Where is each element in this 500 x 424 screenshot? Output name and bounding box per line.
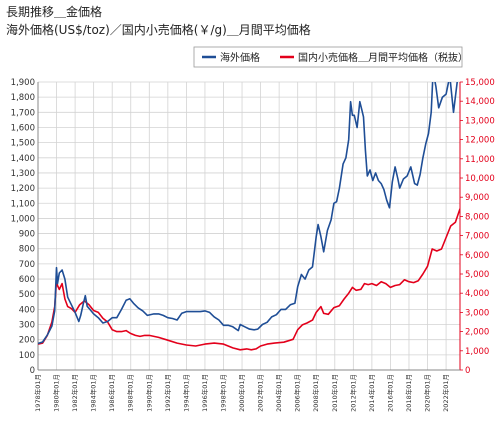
y-left-tick-label: 800: [19, 245, 35, 255]
y-right-tick-label: 7,000: [465, 232, 489, 242]
y-left-tick-label: 1,500: [11, 139, 35, 149]
page-subtitle: 海外価格(US$/toz)／国内小売価格(￥/g)＿月間平均価格: [6, 23, 311, 37]
y-left-tick-label: 1,800: [11, 93, 35, 103]
x-tick-label: 2022年01月: [441, 374, 450, 412]
x-tick-label: 1980年01月: [52, 374, 61, 412]
x-tick-label: 1986年01月: [107, 374, 116, 412]
x-tick-label: 2014年01月: [367, 374, 376, 412]
x-tick-label: 2018年01月: [404, 374, 413, 412]
y-right-tick-label: 15,000: [465, 78, 495, 88]
x-tick-label: 2006年01月: [293, 374, 302, 412]
x-tick-label: 1998年01月: [218, 374, 227, 412]
y-left-tick-label: 900: [19, 230, 35, 240]
x-tick-label: 2008年01月: [311, 374, 320, 412]
x-tick-label: 2012年01月: [348, 374, 357, 412]
y-left-tick-label: 600: [19, 275, 35, 285]
y-left-tick-label: 1,600: [11, 123, 35, 133]
y-right-tick-label: 6,000: [465, 251, 489, 261]
x-tick-label: 2016年01月: [385, 374, 394, 412]
page-title: 長期推移＿金価格: [6, 5, 103, 19]
x-tick-label: 2010年01月: [330, 374, 339, 412]
y-left-tick-label: 100: [19, 351, 35, 361]
x-tick-label: 1996年01月: [200, 374, 209, 412]
y-right-tick-label: 9,000: [465, 193, 489, 203]
x-tick-label: 2004年01月: [274, 374, 283, 412]
y-left-tick-label: 1,100: [11, 199, 35, 209]
y-right-tick-label: 0: [465, 366, 470, 376]
y-left-tick-label: 500: [19, 290, 35, 300]
legend-domestic-label: 国内小売価格＿月間平均価格（税抜）: [298, 51, 468, 64]
y-left-tick-label: 200: [19, 336, 35, 346]
y-right-tick-label: 8,000: [465, 212, 489, 222]
y-right-tick-label: 13,000: [465, 116, 495, 126]
x-tick-label: 1992年01月: [163, 374, 172, 412]
x-tick-label: 1994年01月: [181, 374, 190, 412]
y-left-tick-label: 1,400: [11, 154, 35, 164]
y-right-tick-label: 10,000: [465, 174, 495, 184]
y-left-tick-label: 1,200: [11, 184, 35, 194]
legend-overseas-label: 海外価格: [220, 51, 260, 64]
x-tick-label: 1984年01月: [89, 374, 98, 412]
y-right-tick-label: 5,000: [465, 270, 489, 280]
y-right-tick-label: 4,000: [465, 289, 489, 299]
y-left-tick-label: 1,000: [11, 214, 35, 224]
y-left-tick-label: 700: [19, 260, 35, 270]
y-left-tick-label: 1,700: [11, 108, 35, 118]
x-tick-label: 2020年01月: [423, 374, 432, 412]
x-tick-label: 2000年01月: [237, 374, 246, 412]
x-tick-label: 2002年01月: [256, 374, 265, 412]
y-left-tick-label: 400: [19, 305, 35, 315]
legend-box: [193, 46, 463, 68]
series-line-overseas: [38, 82, 459, 345]
y-right-tick-label: 1,000: [465, 347, 489, 357]
y-right-tick-label: 2,000: [465, 328, 489, 338]
x-tick-label: 1988年01月: [126, 374, 135, 412]
y-left-tick-label: 1,900: [11, 78, 35, 88]
y-right-tick-label: 11,000: [465, 155, 495, 165]
x-tick-label: 1978年01月: [33, 374, 42, 412]
y-right-tick-label: 12,000: [465, 136, 495, 146]
x-tick-label: 1982年01月: [70, 374, 79, 412]
y-right-tick-label: 14,000: [465, 97, 495, 107]
x-tick-label: 1990年01月: [144, 374, 153, 412]
y-right-tick-label: 3,000: [465, 308, 489, 318]
y-left-tick-label: 0: [30, 366, 35, 376]
y-left-tick-label: 300: [19, 321, 35, 331]
y-left-tick-label: 1,300: [11, 169, 35, 179]
